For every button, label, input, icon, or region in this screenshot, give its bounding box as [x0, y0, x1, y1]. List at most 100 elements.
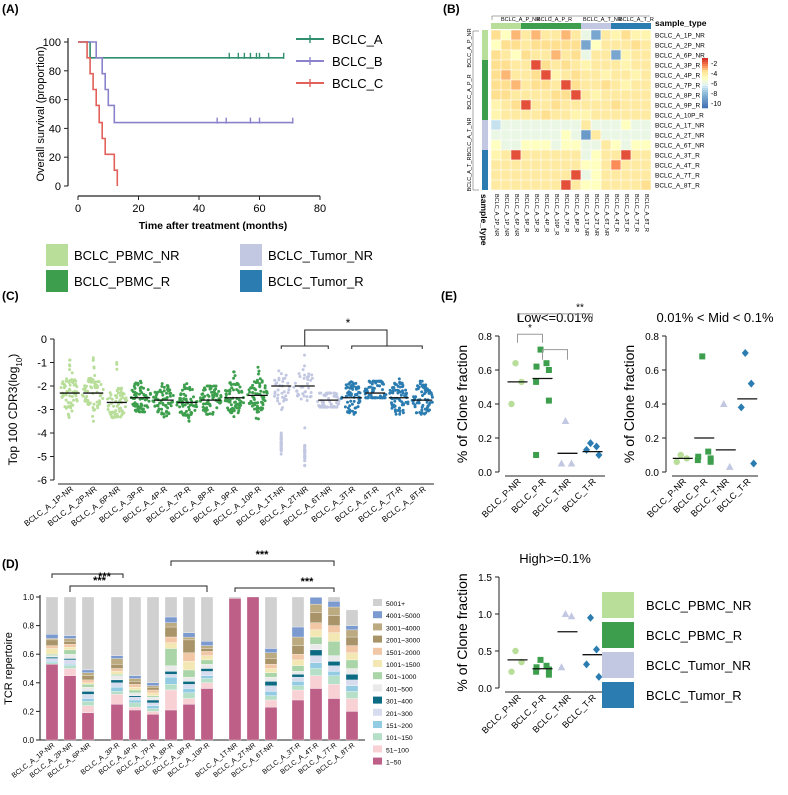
column-label: BCLC_A_7T_R: [633, 194, 639, 232]
heatmap-cell: [490, 149, 502, 161]
heatmap-cell: [560, 79, 572, 91]
stack-segment: [146, 702, 160, 706]
data-point-diamond: [593, 442, 600, 451]
heatmap-cell: [510, 109, 522, 121]
heatmap-cell: [580, 169, 592, 181]
column-label: BCLC_A_7P_R: [563, 194, 569, 232]
heatmap-cell: [620, 179, 632, 191]
bracket-left: [280, 345, 329, 349]
cdr3-point: [137, 392, 141, 396]
heatmap-cell: [620, 39, 632, 51]
stack-segment: [63, 659, 77, 665]
cdr3-point: [229, 383, 233, 387]
y-tick-label: 0.0: [23, 736, 35, 745]
col-annotation-cell: [521, 23, 531, 29]
col-annotation-cell: [571, 23, 581, 29]
cdr3-point: [420, 408, 424, 412]
cdr3-point: [263, 386, 267, 390]
cdr3-point: [310, 376, 314, 380]
stack-segment: [327, 606, 341, 616]
y-tick-label: -3: [37, 405, 47, 417]
cdr3-point: [309, 391, 313, 394]
cdr3-point: [333, 405, 337, 409]
cdr3-point: [162, 412, 166, 416]
cdr3-point: [420, 405, 424, 409]
bracket-1: [51, 573, 124, 578]
row-label: BCLC_A_4T_R: [655, 163, 700, 170]
colorbar-segment: [702, 104, 708, 107]
heatmap-cell: [630, 99, 642, 111]
cdr3-point: [298, 375, 302, 378]
cdr3-point: [367, 385, 371, 389]
cdr3-point: [297, 372, 301, 376]
column-label: BCLC_A_6P_NR: [513, 194, 519, 236]
heatmap-cell: [500, 39, 512, 51]
cdr3-point: [247, 388, 251, 392]
stack-segment: [45, 661, 59, 663]
cdr3-point: [181, 413, 185, 416]
top-group-label: BCLC_A_P_R: [537, 17, 572, 23]
heatmap-cell: [590, 69, 602, 81]
cdr3-point: [109, 410, 113, 414]
panel-labels: (A) (B) (C) (D) (E): [2, 2, 460, 571]
cdr3-point: [232, 382, 236, 386]
cdr3-point: [124, 396, 128, 400]
stack-segment: [327, 665, 341, 672]
cdr3-point: [160, 382, 164, 386]
cdr3-point: [351, 409, 354, 413]
heatmap-cell: [560, 99, 572, 111]
colorbar-segment: [702, 64, 708, 67]
cdr3-point: [279, 449, 283, 452]
cdr3-point: [349, 399, 353, 403]
heatmap-cell: [620, 159, 632, 171]
legend-e-label-tumor-r: BCLC_Tumor_R: [646, 688, 742, 703]
row-annotation-cell: [482, 100, 488, 110]
heatmap-cell: [560, 129, 572, 141]
cdr3-point: [430, 395, 434, 399]
heatmap-cell: [590, 59, 602, 71]
legend-swatch: [373, 647, 382, 655]
cdr3-point: [370, 382, 374, 386]
cdr3-point: [429, 391, 433, 395]
cdr3-point: [160, 384, 164, 388]
cdr3-point: [284, 394, 288, 398]
cdr3-point: [232, 415, 236, 419]
stack-segment: [200, 651, 214, 656]
heatmap-cell: [630, 139, 642, 151]
cdr3-point: [332, 391, 336, 395]
stack-segment: [309, 644, 323, 651]
cdr3-point: [252, 398, 256, 401]
cdr3-point: [354, 381, 358, 385]
heatmap-cell: [620, 59, 632, 71]
cdr3-point: [110, 397, 114, 401]
stack-segment: [200, 659, 214, 665]
stack-segment: [164, 642, 178, 649]
cdr3-point: [180, 388, 184, 392]
cdr3-point: [399, 393, 403, 397]
cdr3-point: [303, 373, 307, 377]
heatmap-cell: [540, 169, 552, 181]
heatmap-cell: [620, 139, 632, 151]
cdr3-point: [158, 401, 162, 405]
heatmap-cell: [610, 49, 622, 61]
cdr3-point: [210, 384, 214, 388]
cdr3-point: [91, 406, 95, 410]
cdr3-point: [64, 393, 68, 397]
heatmap-cell: [540, 149, 552, 161]
heatmap-cell: [520, 109, 532, 121]
cdr3-point: [74, 394, 78, 398]
cdr3-point: [179, 393, 183, 397]
stack-segment: [345, 609, 359, 626]
cdr3-point: [251, 391, 255, 395]
heatmap-cell: [530, 149, 542, 161]
heatmap-cell: [500, 119, 512, 131]
y-tick-label: 0.6: [645, 366, 659, 377]
stack-segment: [327, 661, 341, 666]
heatmap-cell: [520, 169, 532, 181]
cdr3-point: [91, 378, 95, 382]
stack-segment: [81, 691, 95, 695]
stack-segment: [327, 601, 341, 608]
cdr3-point: [305, 395, 309, 399]
cdr3-point: [259, 389, 263, 393]
cdr3-point: [252, 380, 256, 384]
